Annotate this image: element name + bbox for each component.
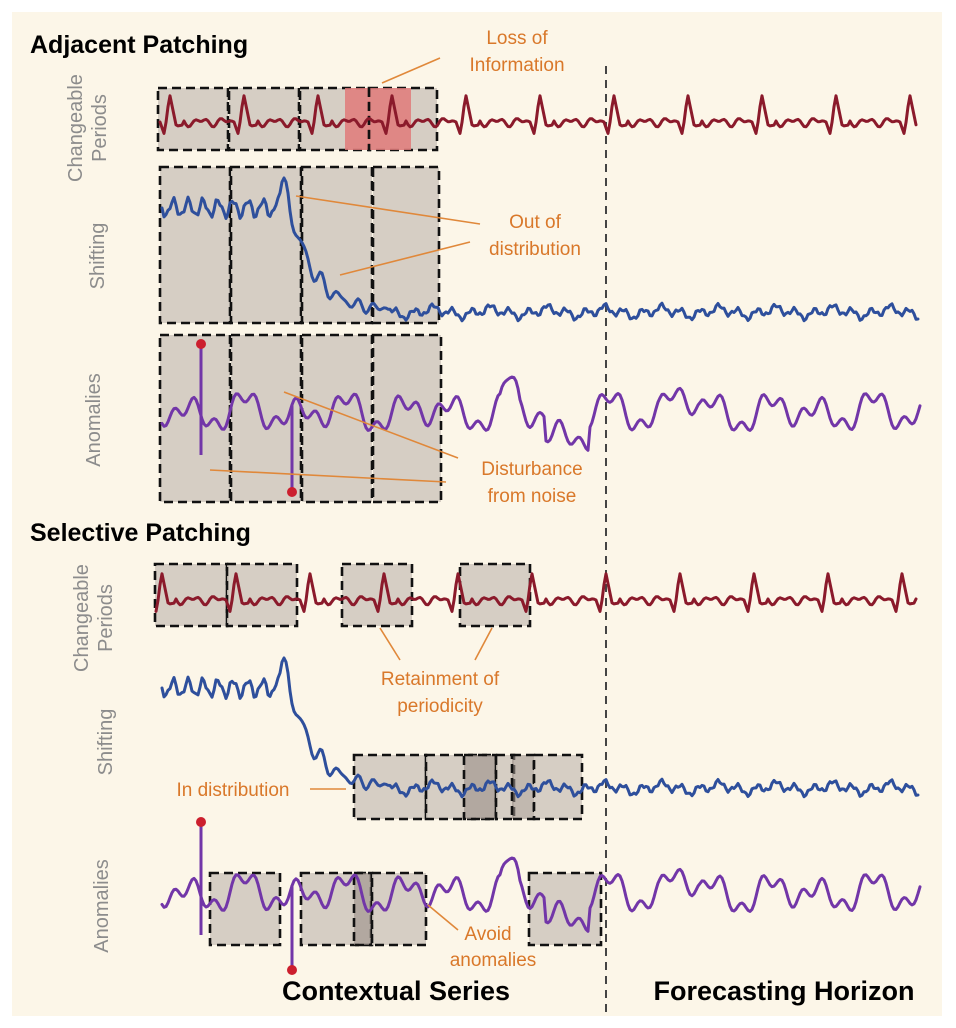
row-label-shifting-selective: Shifting bbox=[95, 709, 117, 776]
adjacent-shifting-patches bbox=[158, 165, 441, 325]
patch bbox=[371, 165, 441, 325]
spike-dot bbox=[196, 339, 206, 349]
patch bbox=[229, 165, 303, 325]
selective-shifting-patches bbox=[352, 753, 584, 821]
row-label-anomalies-adjacent: Anomalies bbox=[83, 373, 105, 466]
patch bbox=[158, 165, 232, 325]
svg-text:Anomalies: Anomalies bbox=[83, 373, 105, 466]
row-label-periods-selective: Changeable Periods bbox=[71, 564, 117, 672]
annotation-avoid-line1: Avoid bbox=[464, 924, 511, 945]
svg-text:Shifting: Shifting bbox=[95, 709, 117, 776]
section-title-selective: Selective Patching bbox=[30, 519, 251, 547]
svg-text:Anomalies: Anomalies bbox=[91, 859, 113, 952]
periods-signal-selective bbox=[154, 572, 918, 613]
section-title-adjacent: Adjacent Patching bbox=[30, 31, 248, 59]
annotation-noise-line1: Disturbance bbox=[481, 459, 582, 480]
annotation-ood-line1: Out of bbox=[509, 212, 561, 233]
forecasting-horizon-label: Forecasting Horizon bbox=[653, 976, 914, 1006]
annotation-loss-line1: Loss of bbox=[486, 28, 548, 49]
signals bbox=[154, 94, 922, 933]
annotation-noise-line2: from noise bbox=[488, 486, 577, 507]
spike-dot bbox=[287, 965, 297, 975]
annotation-in-distribution: In distribution bbox=[176, 780, 289, 801]
svg-text:Shifting: Shifting bbox=[87, 223, 109, 290]
background-panel bbox=[12, 12, 942, 1016]
contextual-series-label: Contextual Series bbox=[282, 976, 510, 1006]
row-label-anomalies-selective: Anomalies bbox=[91, 859, 113, 952]
patch bbox=[300, 333, 374, 504]
patch bbox=[340, 562, 414, 628]
svg-text:Periods: Periods bbox=[89, 94, 111, 162]
patch bbox=[371, 333, 443, 504]
anomalies-signal-adjacent bbox=[160, 375, 922, 452]
patch bbox=[300, 165, 374, 325]
patch bbox=[458, 562, 532, 628]
shifting-signal-adjacent bbox=[160, 176, 920, 323]
spike-dot bbox=[287, 487, 297, 497]
row-label-shifting-adjacent: Shifting bbox=[87, 223, 109, 290]
svg-text:Changeable: Changeable bbox=[71, 564, 93, 672]
svg-text:Periods: Periods bbox=[95, 584, 117, 652]
patch bbox=[225, 562, 299, 628]
spike-dot bbox=[196, 817, 206, 827]
annotation-loss-line2: Information bbox=[469, 55, 564, 76]
svg-text:Changeable: Changeable bbox=[65, 74, 87, 182]
patch-overlap bbox=[352, 871, 374, 947]
periods-signal-adjacent bbox=[158, 94, 918, 135]
shifting-signal-selective bbox=[160, 656, 920, 799]
annotation-ood-line2: distribution bbox=[489, 239, 581, 260]
annotation-avoid-line2: anomalies bbox=[450, 950, 537, 971]
leader-lines bbox=[209, 57, 493, 931]
selective-periods-patches bbox=[153, 562, 532, 628]
annotation-retain-line2: periodicity bbox=[397, 696, 483, 717]
row-label-periods-adjacent: Changeable Periods bbox=[65, 74, 111, 182]
anomaly-spikes bbox=[196, 339, 297, 975]
anomalies-signal-selective bbox=[160, 856, 922, 933]
annotation-retain-line1: Retainment of bbox=[381, 669, 500, 690]
patch bbox=[158, 333, 232, 504]
